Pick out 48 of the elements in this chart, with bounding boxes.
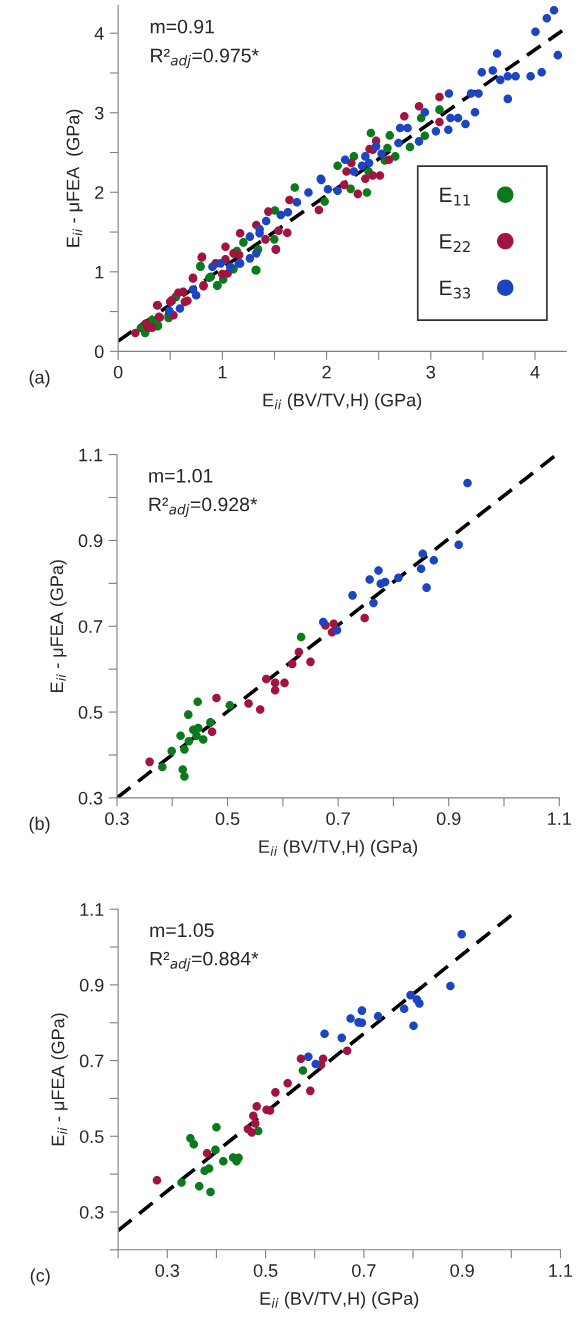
y-tick-label: 2	[95, 186, 104, 199]
y-axis-title: E$_{ii}$ - μFEA (GPa)	[66, 109, 83, 247]
y-tick-label: 0.3	[79, 1205, 104, 1219]
annotation: m=1.05	[150, 923, 214, 938]
legend-label: E$_{11}$	[440, 187, 470, 206]
x-tick-label: 0.9	[450, 1264, 474, 1277]
x-tick-label: 0.7	[326, 812, 350, 826]
x-tick-label: 0.5	[253, 1264, 278, 1277]
x-tick-label: 0.7	[352, 1264, 376, 1277]
x-tick-label: 0.3	[105, 812, 129, 826]
annotation: R²$_{adj}$=0.928*	[149, 497, 258, 518]
y-tick-label: 0.7	[79, 1054, 104, 1068]
y-tick-label: 1.1	[79, 448, 103, 462]
y-tick-label: 0.9	[78, 534, 103, 548]
y-tick-label: 0.5	[78, 706, 103, 719]
legend-label: E$_{22}$	[440, 234, 470, 252]
y-tick-label: 0.9	[79, 978, 104, 992]
x-tick-label: 4	[530, 365, 540, 379]
x-tick-label: 0.5	[215, 812, 240, 826]
annotation: R²$_{adj}$=0.884*	[150, 951, 259, 972]
x-tick-label: 1.1	[549, 1264, 573, 1277]
y-tick-label: 0.7	[78, 620, 103, 633]
y-tick-label: 0.3	[78, 791, 103, 805]
x-axis-title: E$_{ii}$ (BV/TV,H) (GPa)	[263, 393, 422, 410]
y-axis-title: E$_{ii}$ - μFEA (GPa)	[49, 560, 67, 693]
x-tick-label: 1.1	[548, 812, 571, 825]
x-tick-label: 0	[113, 365, 123, 379]
x-tick-label: 3	[426, 365, 436, 379]
x-tick-label: 1	[218, 365, 227, 379]
text: (a)	[29, 370, 50, 388]
y-tick-label: 1	[95, 265, 104, 279]
y-tick-label: 3	[94, 106, 104, 120]
x-axis-title: E$_{ii}$ (BV/TV,H) (GPa)	[259, 839, 418, 857]
x-tick-label: 0.3	[155, 1264, 180, 1277]
legend-label: E$_{33}$	[440, 280, 471, 299]
y-tick-label: 4	[94, 27, 104, 40]
text: (b)	[29, 816, 50, 834]
annotation: m=1.01	[149, 468, 213, 483]
text: (c)	[30, 1268, 50, 1286]
x-tick-label: 0.9	[436, 812, 461, 826]
y-axis-title: E$_{ii}$ - μFEA (GPa)	[51, 1013, 68, 1146]
x-axis-title: E$_{ii}$ (BV/TV,H) (GPa)	[260, 1291, 419, 1309]
x-tick-label: 2	[322, 365, 331, 379]
y-tick-label: 0.5	[79, 1130, 104, 1143]
annotation: m=0.91	[150, 19, 214, 34]
y-tick-label: 0	[94, 345, 104, 359]
y-tick-label: 1.1	[80, 903, 104, 916]
annotation: R²$_{adj}$=0.975*	[151, 48, 259, 69]
